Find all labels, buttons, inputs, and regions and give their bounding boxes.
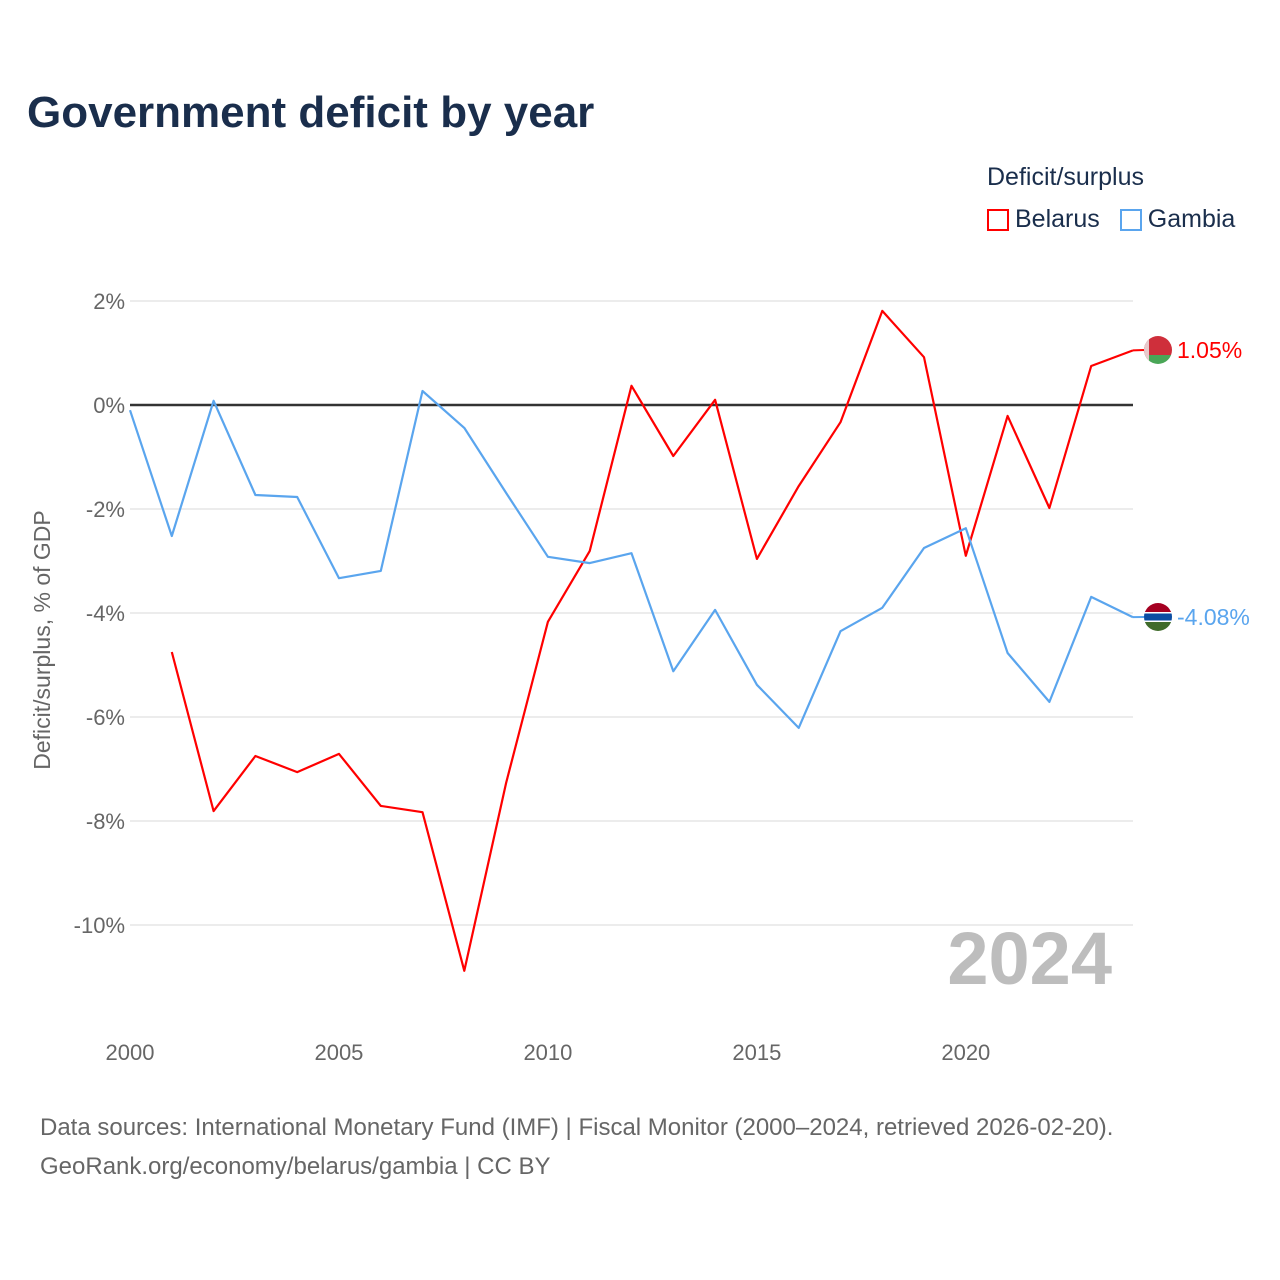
y-tick-label: 0% <box>93 393 125 418</box>
legend-swatch-gambia <box>1119 208 1142 231</box>
x-tick-label: 2020 <box>941 1040 990 1065</box>
legend-label-gambia: Gambia <box>1147 205 1236 233</box>
y-tick-label: -10% <box>74 913 125 938</box>
x-tick-label: 2015 <box>732 1040 781 1065</box>
year-watermark: 2024 <box>947 917 1112 1000</box>
belarus-flag-icon <box>1144 336 1172 364</box>
end-value-label-gambia: -4.08% <box>1177 604 1250 630</box>
legend-item-gambia[interactable]: Gambia <box>1119 205 1236 234</box>
chart-title: Government deficit by year <box>27 88 595 137</box>
x-tick-label: 2000 <box>106 1040 155 1065</box>
y-tick-label: -4% <box>86 601 125 626</box>
x-tick-label: 2005 <box>314 1040 363 1065</box>
y-tick-label: -6% <box>86 705 125 730</box>
source-line-1: Data sources: International Monetary Fun… <box>40 1114 1114 1141</box>
legend-label-belarus: Belarus <box>1015 205 1100 233</box>
legend-swatch-belarus <box>987 208 1009 231</box>
y-tick-label: -8% <box>86 809 125 834</box>
legend-title: Deficit/surplus <box>987 163 1144 191</box>
y-axis-label: Deficit/surplus, % of GDP <box>29 510 55 769</box>
gambia-flag-icon <box>1144 603 1172 631</box>
y-tick-label: 2% <box>93 289 125 314</box>
y-tick-label: -2% <box>86 497 125 522</box>
source-note: Data sources: International Monetary Fun… <box>40 1108 1113 1186</box>
legend-item-belarus[interactable]: Belarus <box>987 205 1100 234</box>
series-line-gambia <box>128 389 1134 730</box>
end-value-label-belarus: 1.05% <box>1177 337 1242 363</box>
x-tick-label: 2010 <box>523 1040 572 1065</box>
series-line-belarus <box>170 309 1134 972</box>
source-line-2[interactable]: GeoRank.org/economy/belarus/gambia | CC … <box>40 1153 551 1180</box>
legend: Belarus Gambia <box>987 205 1235 234</box>
